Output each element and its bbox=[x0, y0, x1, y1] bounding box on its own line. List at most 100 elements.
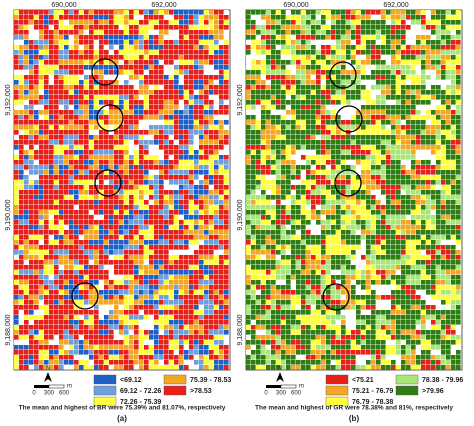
map-cell bbox=[261, 40, 266, 45]
map-cell bbox=[306, 10, 311, 15]
map-cell bbox=[436, 75, 441, 80]
map-cell bbox=[174, 120, 179, 125]
map-cell bbox=[209, 180, 214, 185]
map-cell bbox=[179, 365, 184, 370]
map-cell bbox=[184, 20, 189, 25]
map-cell bbox=[199, 310, 204, 315]
map-cell bbox=[124, 280, 129, 285]
map-cell bbox=[214, 315, 219, 320]
map-cell bbox=[114, 285, 119, 290]
map-cell bbox=[49, 90, 54, 95]
map-cell bbox=[119, 290, 124, 295]
map-cell bbox=[296, 115, 301, 120]
map-cell bbox=[386, 150, 391, 155]
map-cell bbox=[401, 105, 406, 110]
map-cell bbox=[64, 345, 69, 350]
map-cell bbox=[159, 275, 164, 280]
map-cell bbox=[436, 35, 441, 40]
map-cell bbox=[49, 120, 54, 125]
map-cell bbox=[69, 340, 74, 345]
map-cell bbox=[194, 230, 199, 235]
map-cell bbox=[386, 160, 391, 165]
map-cell bbox=[184, 215, 189, 220]
map-cell bbox=[371, 160, 376, 165]
map-cell bbox=[209, 240, 214, 245]
map-cell bbox=[251, 110, 256, 115]
map-cell bbox=[224, 300, 229, 305]
map-cell bbox=[54, 40, 59, 45]
map-cell bbox=[169, 60, 174, 65]
map-cell bbox=[129, 360, 134, 365]
map-cell bbox=[331, 105, 336, 110]
map-cell bbox=[164, 30, 169, 35]
map-cell bbox=[209, 215, 214, 220]
map-cell bbox=[224, 115, 229, 120]
map-cell bbox=[114, 15, 119, 20]
map-cell bbox=[336, 195, 341, 200]
map-cell bbox=[336, 20, 341, 25]
map-cell bbox=[361, 110, 366, 115]
map-cell bbox=[271, 130, 276, 135]
map-cell bbox=[451, 130, 456, 135]
map-cell bbox=[74, 170, 79, 175]
map-cell bbox=[431, 50, 436, 55]
map-cell bbox=[139, 205, 144, 210]
map-cell bbox=[34, 50, 39, 55]
map-cell bbox=[174, 310, 179, 315]
map-cell bbox=[19, 115, 24, 120]
map-cell bbox=[44, 230, 49, 235]
map-cell bbox=[149, 300, 154, 305]
map-cell bbox=[49, 130, 54, 135]
map-cell bbox=[451, 150, 456, 155]
map-cell bbox=[44, 190, 49, 195]
map-cell bbox=[436, 205, 441, 210]
map-cell bbox=[376, 95, 381, 100]
map-cell bbox=[194, 330, 199, 335]
map-cell bbox=[256, 75, 261, 80]
map-cell bbox=[144, 150, 149, 155]
map-cell bbox=[119, 195, 124, 200]
map-cell bbox=[396, 95, 401, 100]
map-cell bbox=[451, 120, 456, 125]
map-cell bbox=[154, 70, 159, 75]
map-cell bbox=[321, 75, 326, 80]
map-cell bbox=[351, 145, 356, 150]
map-cell bbox=[114, 325, 119, 330]
map-cell bbox=[59, 340, 64, 345]
map-cell bbox=[34, 230, 39, 235]
map-cell bbox=[99, 260, 104, 265]
map-cell bbox=[224, 90, 229, 95]
map-cell bbox=[179, 80, 184, 85]
map-cell bbox=[261, 100, 266, 105]
map-cell bbox=[199, 20, 204, 25]
map-cell bbox=[154, 275, 159, 280]
map-cell bbox=[119, 230, 124, 235]
map-cell bbox=[109, 130, 114, 135]
map-cell bbox=[139, 345, 144, 350]
map-cell bbox=[109, 95, 114, 100]
map-cell bbox=[224, 80, 229, 85]
map-cell bbox=[44, 80, 49, 85]
map-cell bbox=[281, 60, 286, 65]
map-cell bbox=[446, 95, 451, 100]
map-cell bbox=[341, 220, 346, 225]
map-cell bbox=[134, 335, 139, 340]
map-cell bbox=[169, 40, 174, 45]
map-cell bbox=[386, 75, 391, 80]
map-cell bbox=[34, 75, 39, 80]
map-cell bbox=[331, 115, 336, 120]
map-cell bbox=[79, 20, 84, 25]
map-cell bbox=[321, 55, 326, 60]
map-cell bbox=[336, 215, 341, 220]
map-cell bbox=[291, 15, 296, 20]
map-cell bbox=[69, 275, 74, 280]
map-cell bbox=[199, 140, 204, 145]
map-cell bbox=[94, 195, 99, 200]
map-cell bbox=[184, 320, 189, 325]
map-cell bbox=[104, 50, 109, 55]
map-cell bbox=[436, 30, 441, 35]
map-cell bbox=[79, 60, 84, 65]
map-cell bbox=[39, 150, 44, 155]
map-cell bbox=[276, 200, 281, 205]
map-cell bbox=[376, 75, 381, 80]
